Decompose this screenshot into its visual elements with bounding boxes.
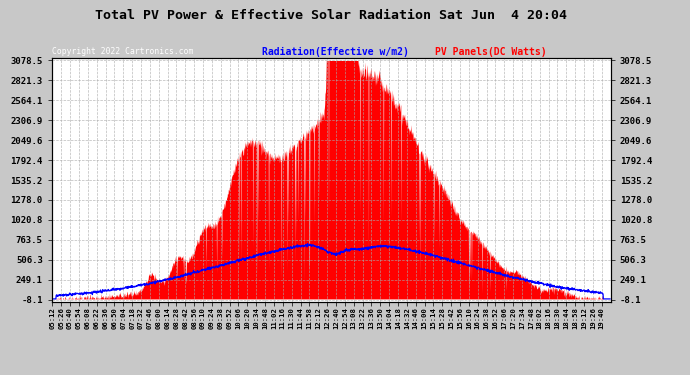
Text: Radiation(Effective w/m2): Radiation(Effective w/m2) (262, 47, 409, 57)
Text: PV Panels(DC Watts): PV Panels(DC Watts) (435, 47, 546, 57)
Text: Copyright 2022 Cartronics.com: Copyright 2022 Cartronics.com (52, 47, 193, 56)
Text: Total PV Power & Effective Solar Radiation Sat Jun  4 20:04: Total PV Power & Effective Solar Radiati… (95, 9, 567, 22)
